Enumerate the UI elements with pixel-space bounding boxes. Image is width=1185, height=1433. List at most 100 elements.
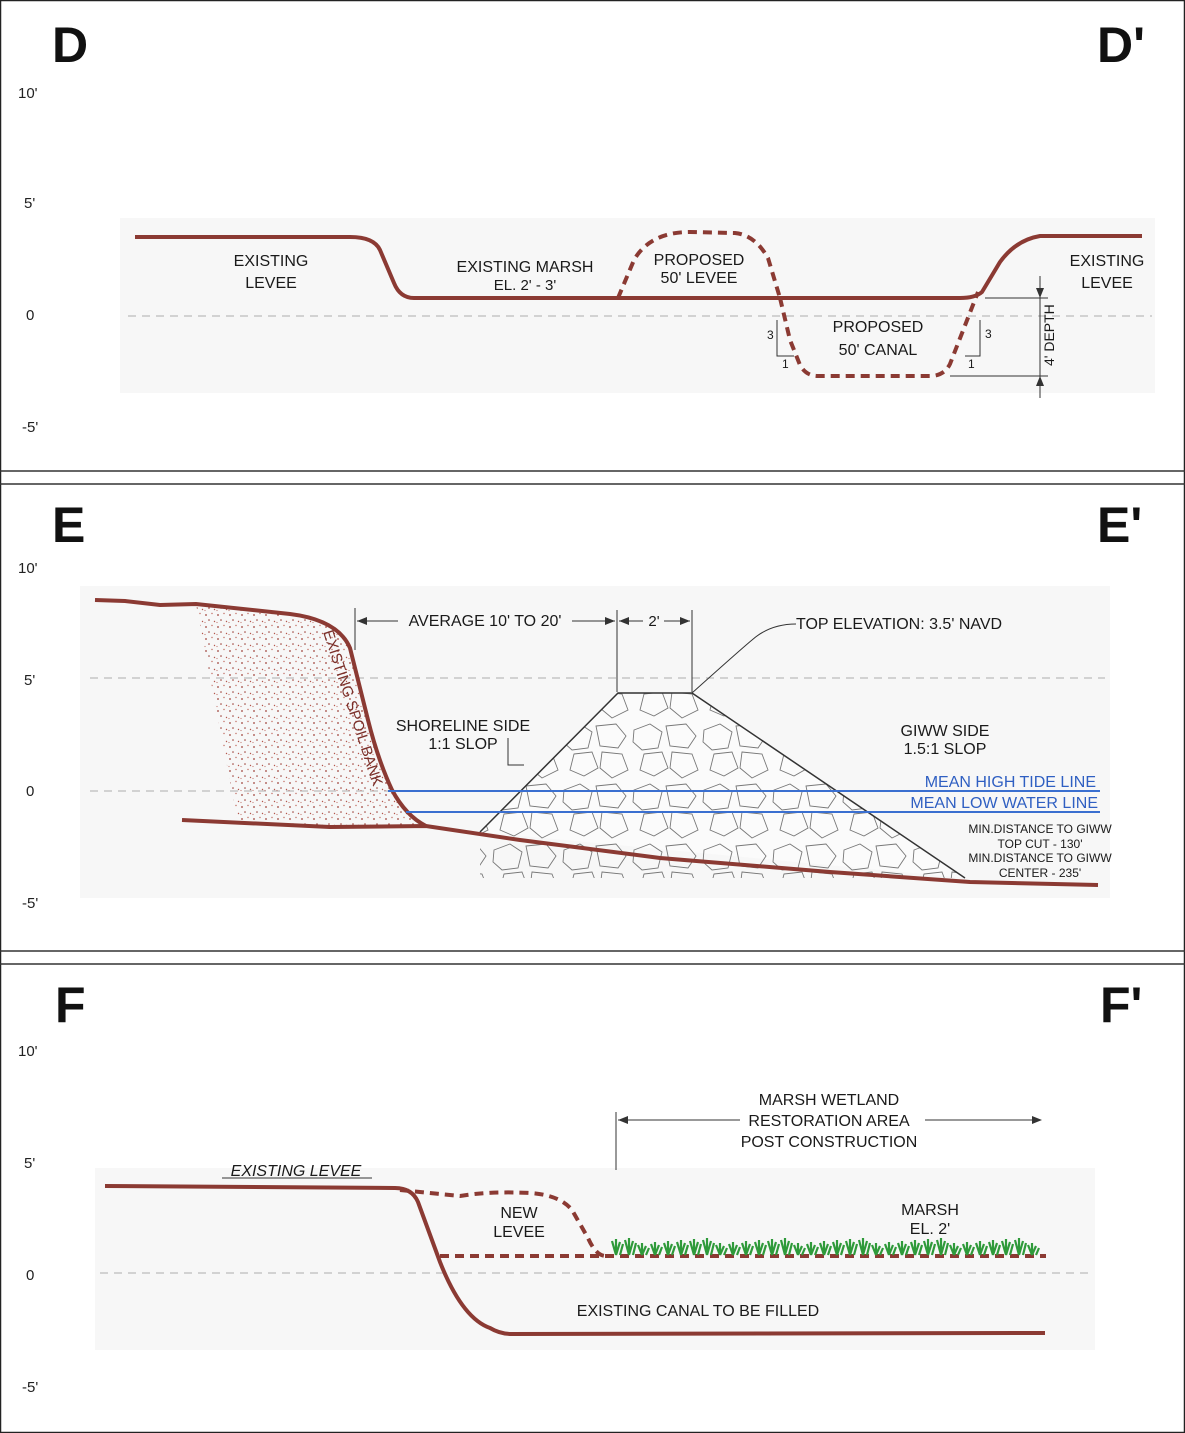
marsh-grass-tuft xyxy=(649,1242,664,1256)
depth-arrow-bottom xyxy=(1036,376,1044,386)
existing-ground-profile-d xyxy=(135,234,1142,300)
marsh-grass-tuft xyxy=(1000,1239,1015,1256)
slope-indicator-left xyxy=(776,320,794,357)
marsh-vegetation xyxy=(610,1238,1041,1256)
marsh-grass-tuft xyxy=(701,1238,716,1256)
rock-breakwater-outline xyxy=(479,692,966,879)
marsh-grass-tuft xyxy=(610,1239,625,1256)
min-distance-note-4: CENTER - 235' xyxy=(999,866,1081,880)
marsh-grass-tuft xyxy=(662,1241,677,1256)
marsh-grass-tuft xyxy=(948,1243,963,1256)
marsh-grass-tuft xyxy=(974,1241,989,1256)
slope-indicator-right xyxy=(965,320,981,357)
marsh-grass-tuft xyxy=(922,1239,937,1256)
new-levee-line2: LEVEE xyxy=(493,1224,545,1241)
existing-levee-label: EXISTING LEVEE xyxy=(231,1163,362,1180)
panel-d-background xyxy=(120,218,1155,393)
average-width-label: AVERAGE 10' TO 20' xyxy=(409,613,562,630)
existing-levee-right-line1: EXISTING xyxy=(1070,253,1145,270)
panel-f-background xyxy=(95,1168,1095,1350)
marsh-grass-tuft xyxy=(623,1238,638,1256)
section-label-d: D xyxy=(52,17,88,73)
proposed-levee-line2: 50' LEVEE xyxy=(661,270,738,287)
crest-arrow-right xyxy=(680,617,690,625)
mudline-profile-e xyxy=(181,818,1099,887)
section-label-f-prime: F' xyxy=(1100,977,1142,1033)
axis-tick-neg5-e: -5' xyxy=(22,895,38,912)
top-elevation-leader xyxy=(691,623,797,694)
restoration-area-line1: MARSH WETLAND xyxy=(759,1092,899,1109)
depth-arrow-top xyxy=(1036,288,1044,298)
proposed-canal-line2: 50' CANAL xyxy=(839,342,918,359)
slope-run-right: 1 xyxy=(968,357,975,371)
restoration-arrow-right xyxy=(1032,1116,1042,1124)
axis-tick-10-e: 10' xyxy=(18,560,38,577)
marsh-line1: MARSH xyxy=(901,1202,959,1219)
marsh-grass-tuft xyxy=(1013,1238,1028,1256)
marsh-grass-tuft xyxy=(753,1240,768,1256)
giww-side-line2: 1.5:1 SLOP xyxy=(904,741,987,758)
existing-levee-left-line1: EXISTING xyxy=(234,253,309,270)
section-label-e: E xyxy=(52,497,85,553)
proposed-levee-line1: PROPOSED xyxy=(654,252,745,269)
existing-marsh-line2: EL. 2' - 3' xyxy=(494,277,557,294)
spoil-bank-profile xyxy=(94,598,427,828)
marsh-grass-tuft xyxy=(805,1242,820,1256)
panel-d: D D' 10' 5' 0 -5' 3 1 3 1 4' DEPTH EXIST… xyxy=(18,17,1155,436)
restoration-area-line2: RESTORATION AREA xyxy=(748,1113,910,1130)
marsh-grass-tuft xyxy=(688,1239,703,1256)
marsh-grass-tuft xyxy=(896,1241,911,1256)
axis-tick-10: 10' xyxy=(18,85,38,102)
marsh-grass-tuft xyxy=(714,1243,729,1256)
axis-tick-neg5-f: -5' xyxy=(22,1379,38,1396)
section-label-f: F xyxy=(55,977,86,1033)
section-label-d-prime: D' xyxy=(1097,17,1145,73)
average-arrow-right xyxy=(605,617,615,625)
min-distance-note-3: MIN.DISTANCE TO GIWW xyxy=(968,851,1112,865)
marsh-grass-tuft xyxy=(831,1240,846,1256)
marsh-grass-tuft xyxy=(909,1240,924,1256)
existing-levee-left-line2: LEVEE xyxy=(245,275,297,292)
slope-run-left: 1 xyxy=(782,357,789,371)
depth-label: 4' DEPTH xyxy=(1041,304,1057,366)
marsh-grass-tuft xyxy=(675,1240,690,1256)
axis-tick-0: 0 xyxy=(26,307,34,324)
marsh-grass-tuft xyxy=(987,1240,1002,1256)
axis-tick-5: 5' xyxy=(24,195,35,212)
marsh-grass-tuft xyxy=(857,1238,872,1256)
canal-filled-label: EXISTING CANAL TO BE FILLED xyxy=(577,1303,819,1320)
shoreline-slope-mark xyxy=(507,738,524,766)
marsh-line2: EL. 2' xyxy=(910,1221,950,1238)
marsh-grass-tuft xyxy=(818,1241,833,1256)
new-levee-profile xyxy=(399,1188,607,1258)
marsh-grass-tuft xyxy=(1026,1243,1041,1256)
marsh-grass-tuft xyxy=(779,1238,794,1256)
average-arrow-left xyxy=(357,617,367,625)
new-levee-line1: NEW xyxy=(500,1205,538,1222)
mean-high-tide-label: MEAN HIGH TIDE LINE xyxy=(925,774,1096,791)
axis-tick-0-e: 0 xyxy=(26,783,34,800)
shoreline-side-line1: SHORELINE SIDE xyxy=(396,718,530,735)
restoration-arrow-left xyxy=(618,1116,628,1124)
existing-marsh-line1: EXISTING MARSH xyxy=(457,259,594,276)
marsh-grass-tuft xyxy=(883,1242,898,1256)
marsh-grass-tuft xyxy=(935,1238,950,1256)
panel-e: E E' 10' 5' 0 -5' EXISTING SPOIL BANK AV… xyxy=(18,497,1142,912)
section-label-e-prime: E' xyxy=(1097,497,1142,553)
marsh-grass-tuft xyxy=(870,1243,885,1256)
axis-tick-5-e: 5' xyxy=(24,672,35,689)
marsh-grass-tuft xyxy=(844,1239,859,1256)
existing-levee-right-line2: LEVEE xyxy=(1081,275,1133,292)
panel-f: F F' 10' 5' 0 -5' EXISTING LEVEE NEW LEV… xyxy=(18,977,1142,1396)
axis-tick-5-f: 5' xyxy=(24,1155,35,1172)
restoration-area-line3: POST CONSTRUCTION xyxy=(741,1134,918,1151)
slope-rise-right: 3 xyxy=(985,327,992,341)
slope-rise-left: 3 xyxy=(767,328,774,342)
spoil-bank-fill xyxy=(196,604,426,827)
axis-tick-10-f: 10' xyxy=(18,1043,38,1060)
crest-width-label: 2' xyxy=(648,613,659,630)
top-elevation-label: TOP ELEVATION: 3.5' NAVD xyxy=(796,616,1002,633)
marsh-grass-tuft xyxy=(727,1242,742,1256)
crest-arrow-left xyxy=(619,617,629,625)
marsh-grass-tuft xyxy=(636,1243,651,1256)
